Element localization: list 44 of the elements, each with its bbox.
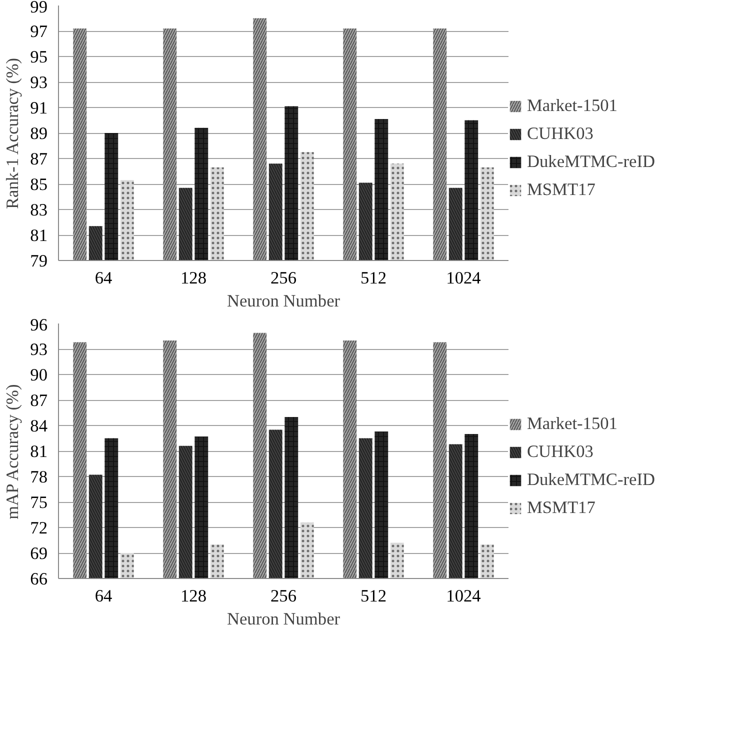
y-tick-label: 66 <box>30 570 48 588</box>
legend-label: MSMT17 <box>527 498 596 518</box>
y-tick-label: 93 <box>30 340 48 359</box>
legend-label: DukeMTMC-reID <box>527 470 656 490</box>
x-tick-label: 1024 <box>446 586 482 606</box>
y-tick-label: 87 <box>30 391 48 410</box>
x-tick-label: 64 <box>94 268 112 288</box>
x-tick-label: 1024 <box>446 268 482 288</box>
y-tick-label: 87 <box>30 150 48 168</box>
y-tick-label: 83 <box>30 200 48 220</box>
y-tick-label: 95 <box>30 48 48 66</box>
legend-label: DukeMTMC-reID <box>527 152 656 172</box>
y-tick-label: 91 <box>30 98 48 118</box>
y-tick-label: 99 <box>30 0 48 16</box>
y-tick-label: 79 <box>30 252 48 270</box>
x-tick-label: 512 <box>360 586 387 606</box>
y-tick-label: 69 <box>30 544 48 563</box>
x-tick-label: 128 <box>180 268 207 288</box>
y-axis-title: Rank-1 Accuracy (%) <box>3 58 22 210</box>
y-tick-label: 78 <box>30 468 48 486</box>
x-tick-label: 256 <box>270 586 297 606</box>
legend-label: MSMT17 <box>527 180 596 200</box>
y-tick-label: 96 <box>30 316 48 334</box>
legend-label: Market-1501 <box>527 96 618 116</box>
y-tick-label: 89 <box>30 124 48 143</box>
legend-label: CUHK03 <box>527 442 594 462</box>
x-tick-label: 64 <box>94 586 112 606</box>
y-tick-label: 93 <box>30 73 48 92</box>
y-tick-label: 90 <box>30 366 48 384</box>
y-axis-title: mAP Accuracy (%) <box>3 384 22 520</box>
x-tick-label: 256 <box>270 268 297 288</box>
y-tick-label: 84 <box>30 416 48 436</box>
legend-label: CUHK03 <box>527 124 594 144</box>
legend-label: Market-1501 <box>527 414 618 434</box>
y-tick-label: 75 <box>30 493 48 512</box>
y-tick-label: 72 <box>30 518 48 538</box>
y-tick-label: 97 <box>30 22 48 41</box>
y-tick-label: 85 <box>30 175 48 194</box>
x-tick-label: 128 <box>180 586 207 606</box>
y-tick-label: 81 <box>30 442 48 461</box>
x-axis-title: Neuron Number <box>226 610 340 628</box>
x-axis-title: Neuron Number <box>226 292 340 310</box>
x-tick-label: 512 <box>360 268 387 288</box>
y-tick-label: 81 <box>30 226 48 245</box>
